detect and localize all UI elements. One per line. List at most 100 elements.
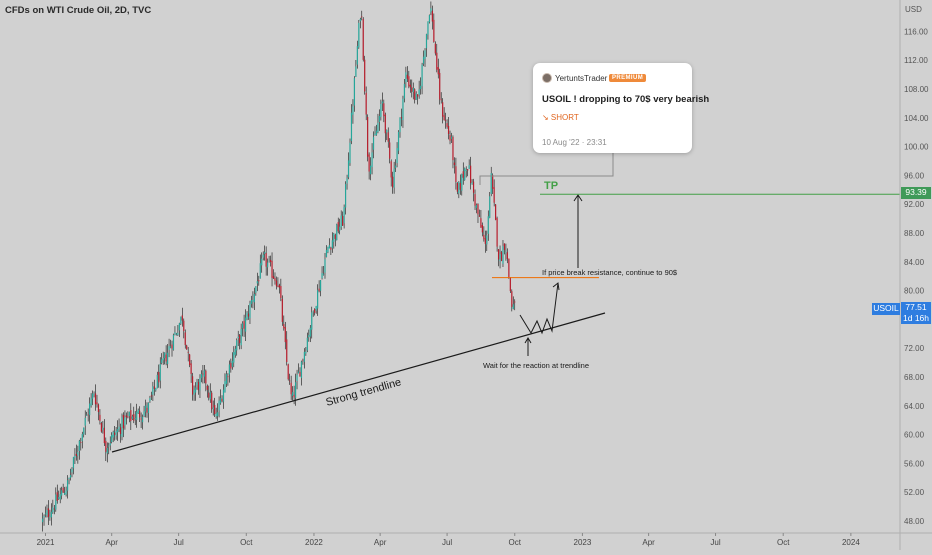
- candle-up: [264, 252, 266, 254]
- candle-up: [224, 381, 226, 393]
- candle-down: [364, 59, 366, 92]
- candle-down: [139, 410, 141, 418]
- candle-down: [230, 362, 232, 369]
- candle-down: [190, 363, 192, 374]
- candle-up: [81, 434, 83, 441]
- candle-up: [343, 206, 345, 224]
- candle-up: [311, 312, 313, 330]
- candle-down: [514, 301, 516, 303]
- candle-up: [86, 414, 88, 416]
- candle-up: [356, 46, 358, 65]
- candle-down: [153, 386, 155, 389]
- candle-up: [353, 78, 356, 106]
- price-tick-label: 100.00: [904, 143, 929, 152]
- price-tick-label: 60.00: [904, 431, 925, 440]
- candle-up: [240, 328, 242, 346]
- candle-up: [430, 8, 432, 13]
- candle-down: [470, 165, 472, 184]
- candle-up: [116, 429, 119, 433]
- candle-down: [462, 171, 464, 178]
- candle-down: [483, 234, 485, 240]
- candle-down: [496, 218, 498, 247]
- candle-up: [58, 497, 60, 499]
- candle-up: [228, 364, 230, 375]
- candle-up: [397, 131, 400, 151]
- idea-connector: [479, 150, 614, 185]
- candle-down: [214, 405, 216, 414]
- candle-down: [100, 422, 102, 432]
- price-tick-label: 112.00: [904, 56, 928, 65]
- candle-down: [269, 259, 272, 262]
- idea-card[interactable]: YertuntsTrader PREMIUM USOIL ! dropping …: [533, 63, 709, 153]
- candle-down: [275, 280, 278, 287]
- candle-up: [250, 300, 253, 304]
- candle-up: [168, 346, 170, 350]
- candle-up: [422, 56, 425, 64]
- candle-down: [272, 276, 275, 279]
- candle-up: [172, 334, 175, 350]
- candle-up: [217, 412, 219, 417]
- candle-up: [505, 252, 507, 254]
- candle-down: [247, 313, 250, 317]
- idea-title[interactable]: USOIL ! dropping to 70$ very bearish: [542, 94, 710, 105]
- price-tick-label: 64.00: [904, 402, 925, 411]
- idea-username[interactable]: YertuntsTrader: [555, 74, 608, 83]
- candle-up: [55, 494, 57, 510]
- candle-up: [471, 182, 473, 185]
- candle-up: [333, 233, 335, 242]
- candle-down: [183, 320, 185, 332]
- candle-up: [317, 289, 319, 309]
- candle-down: [508, 258, 510, 278]
- candle-down: [299, 371, 301, 377]
- candle-up: [249, 303, 251, 319]
- price-tick-label: 68.00: [904, 373, 925, 382]
- candle-up: [359, 18, 361, 22]
- trendline-note: Wait for the reaction at trendline: [483, 361, 589, 370]
- candle-down: [239, 334, 241, 344]
- candle-up: [256, 281, 258, 284]
- candle-down: [478, 215, 481, 217]
- candle-up: [84, 417, 86, 426]
- candle-up: [252, 300, 254, 302]
- candle-up: [253, 294, 255, 303]
- candle-up: [402, 98, 404, 120]
- candle-up: [475, 204, 478, 208]
- candle-up: [344, 184, 347, 208]
- candle-up: [369, 165, 372, 175]
- candle-up: [322, 273, 325, 275]
- candle-up: [292, 392, 294, 396]
- candle-up: [428, 15, 431, 23]
- candle-up: [106, 447, 108, 454]
- candle-up: [218, 400, 220, 411]
- candle-up: [83, 427, 85, 435]
- candle-up: [193, 389, 195, 395]
- candle-down: [392, 176, 394, 188]
- candle-up: [458, 181, 460, 194]
- candle-up: [328, 245, 331, 249]
- candle-up: [303, 351, 305, 362]
- avatar[interactable]: [542, 73, 552, 83]
- candle-up: [141, 416, 144, 423]
- candle-up: [108, 445, 110, 447]
- candle-up: [68, 477, 70, 480]
- candle-up: [321, 273, 323, 279]
- strong-trendline[interactable]: [111, 312, 606, 453]
- candle-up: [297, 371, 300, 374]
- candle-up: [137, 409, 139, 414]
- candle-up: [339, 226, 341, 231]
- candle-up: [306, 337, 308, 351]
- candle-down: [181, 315, 183, 321]
- candle-down: [334, 234, 336, 239]
- candle-up: [134, 418, 136, 420]
- candle-down: [330, 247, 332, 250]
- candle-down: [509, 278, 511, 292]
- price-tick-label: 52.00: [904, 488, 925, 497]
- candle-down: [408, 76, 410, 87]
- candle-up: [136, 411, 138, 421]
- candle-down: [431, 10, 433, 22]
- candle-down: [158, 372, 160, 383]
- candle-up: [374, 133, 376, 136]
- candle-up: [355, 66, 357, 77]
